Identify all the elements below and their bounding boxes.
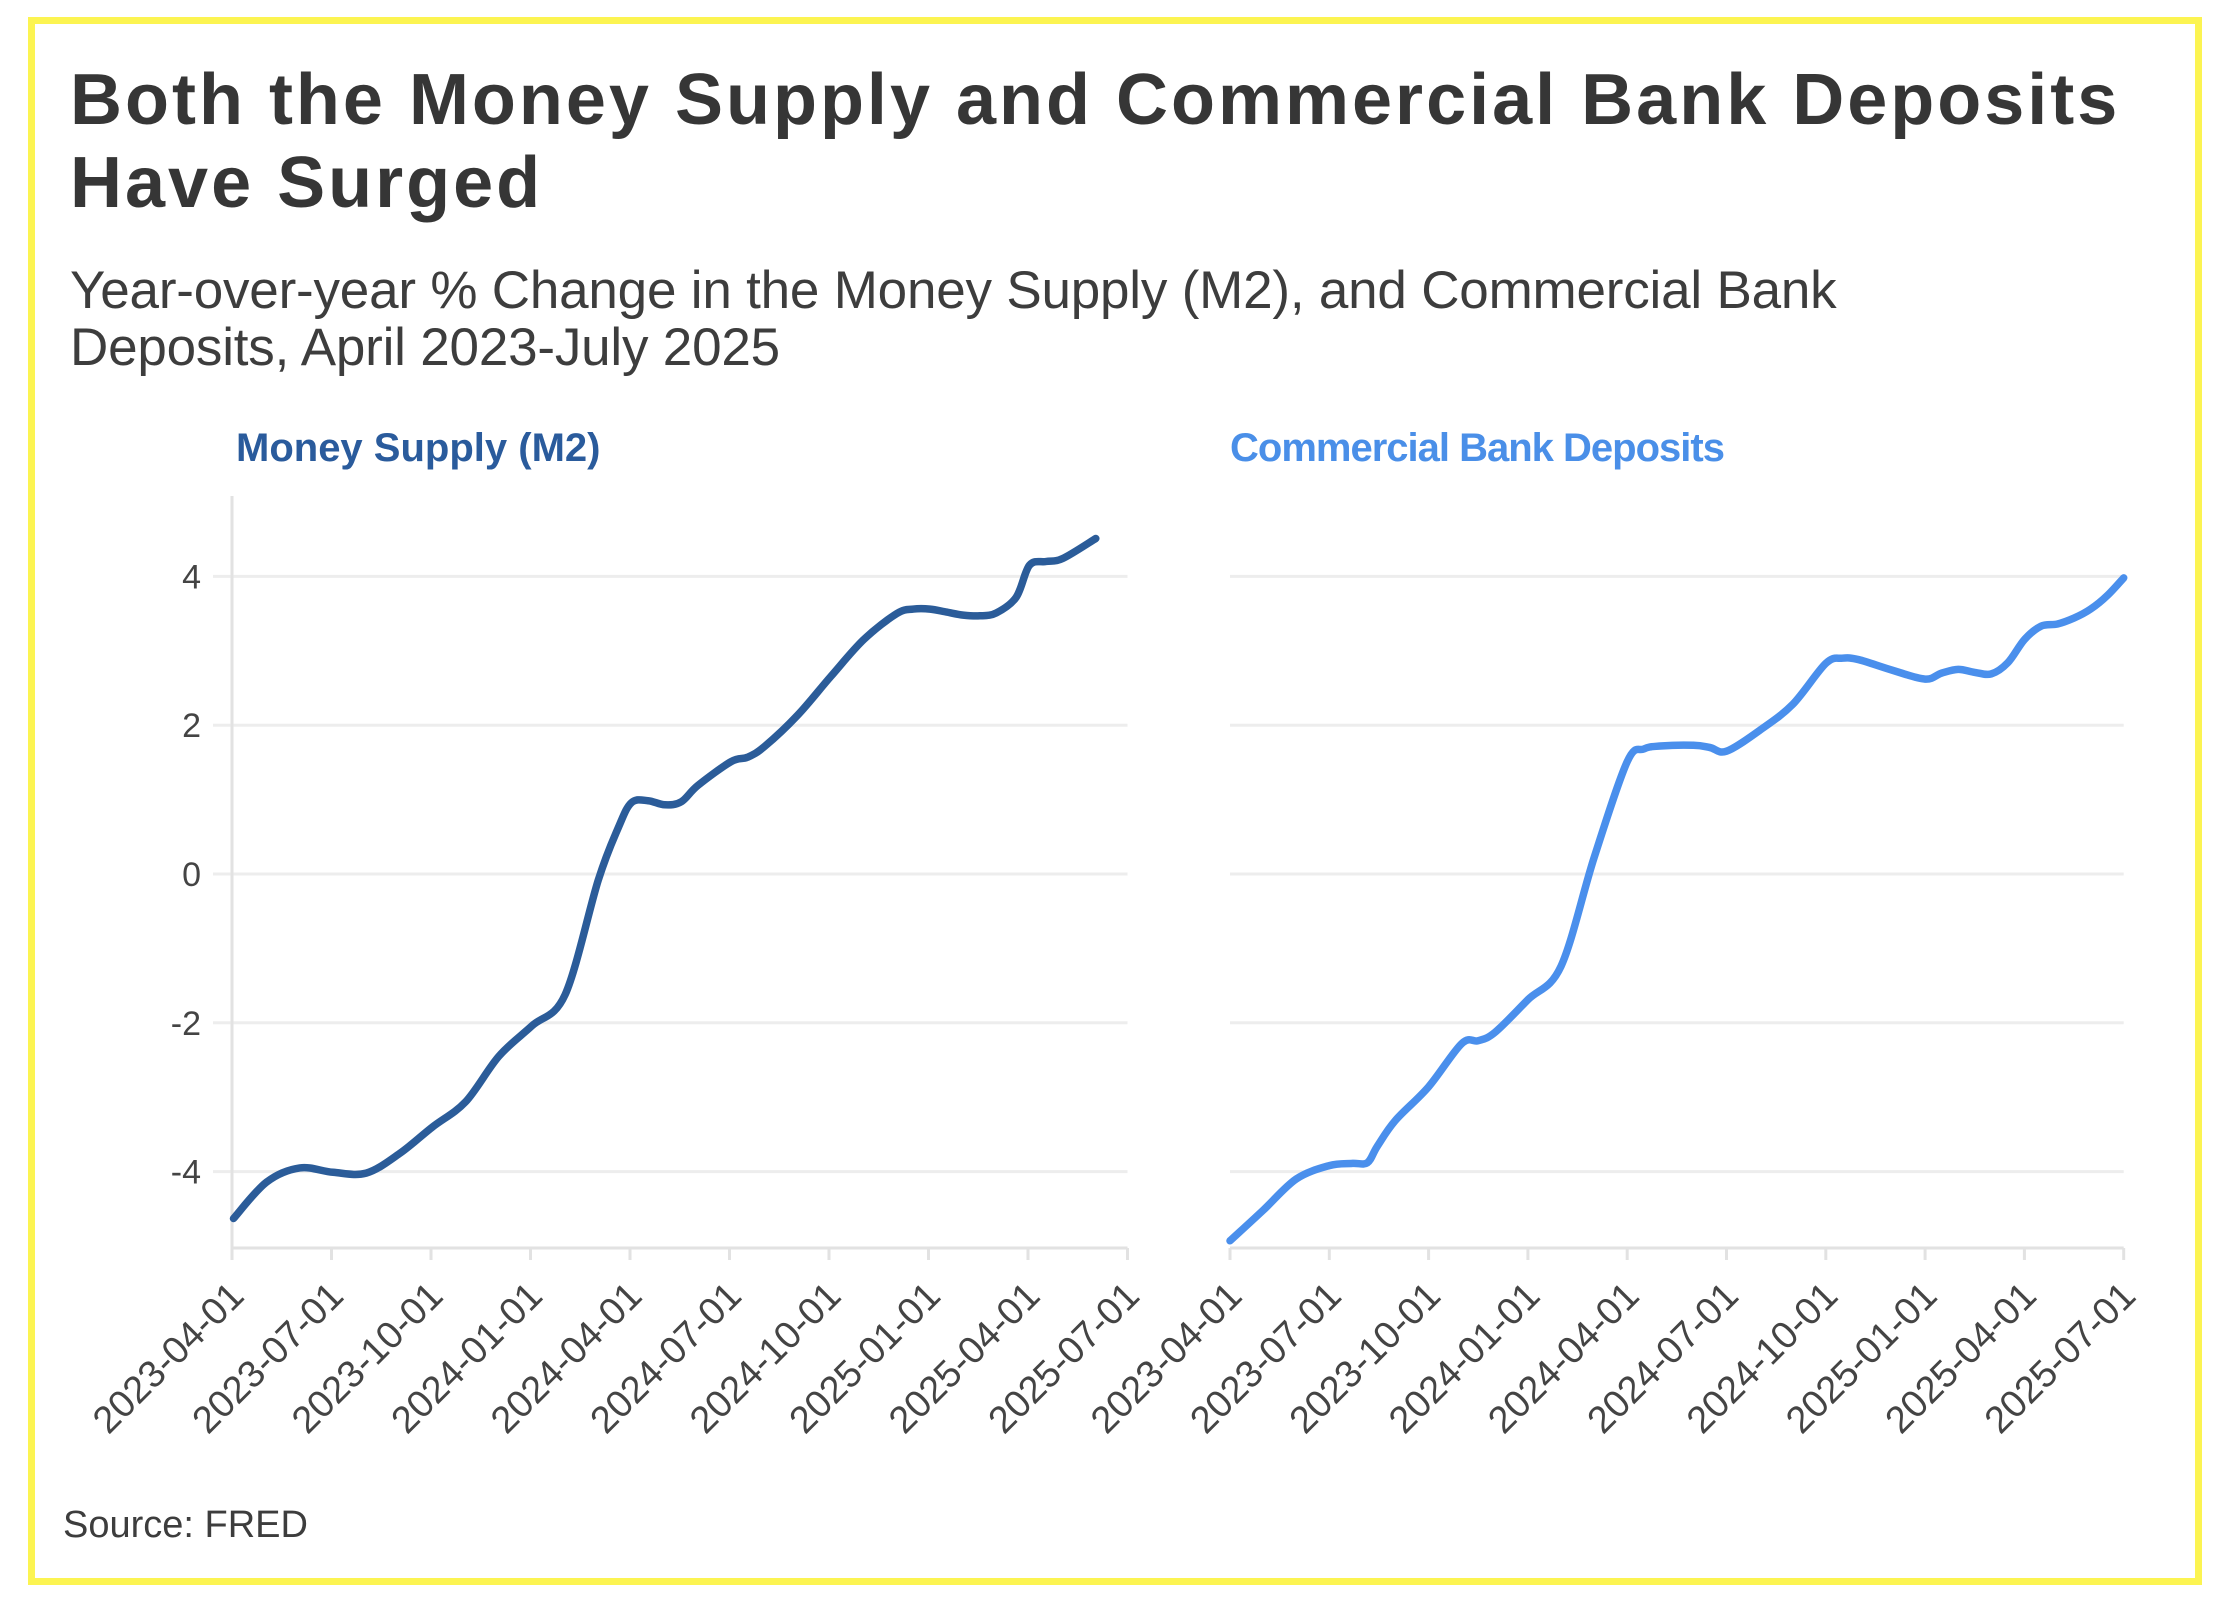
svg-text:-2: -2	[171, 1005, 201, 1043]
svg-text:0: 0	[182, 856, 201, 894]
svg-text:-4: -4	[171, 1154, 201, 1192]
svg-text:4: 4	[182, 558, 201, 596]
svg-text:2: 2	[182, 707, 201, 745]
